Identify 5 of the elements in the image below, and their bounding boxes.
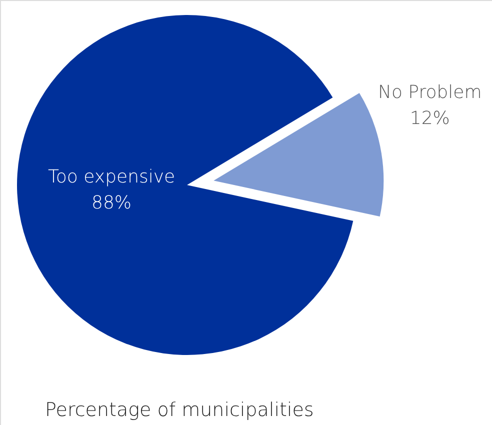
slice-label: Too expensive: [48, 166, 176, 188]
data-label: 88%: [92, 192, 132, 214]
slice-label: No Problem: [378, 82, 482, 104]
text: Percentage of municipalities: [45, 399, 314, 421]
data-label: 12%: [410, 108, 450, 130]
